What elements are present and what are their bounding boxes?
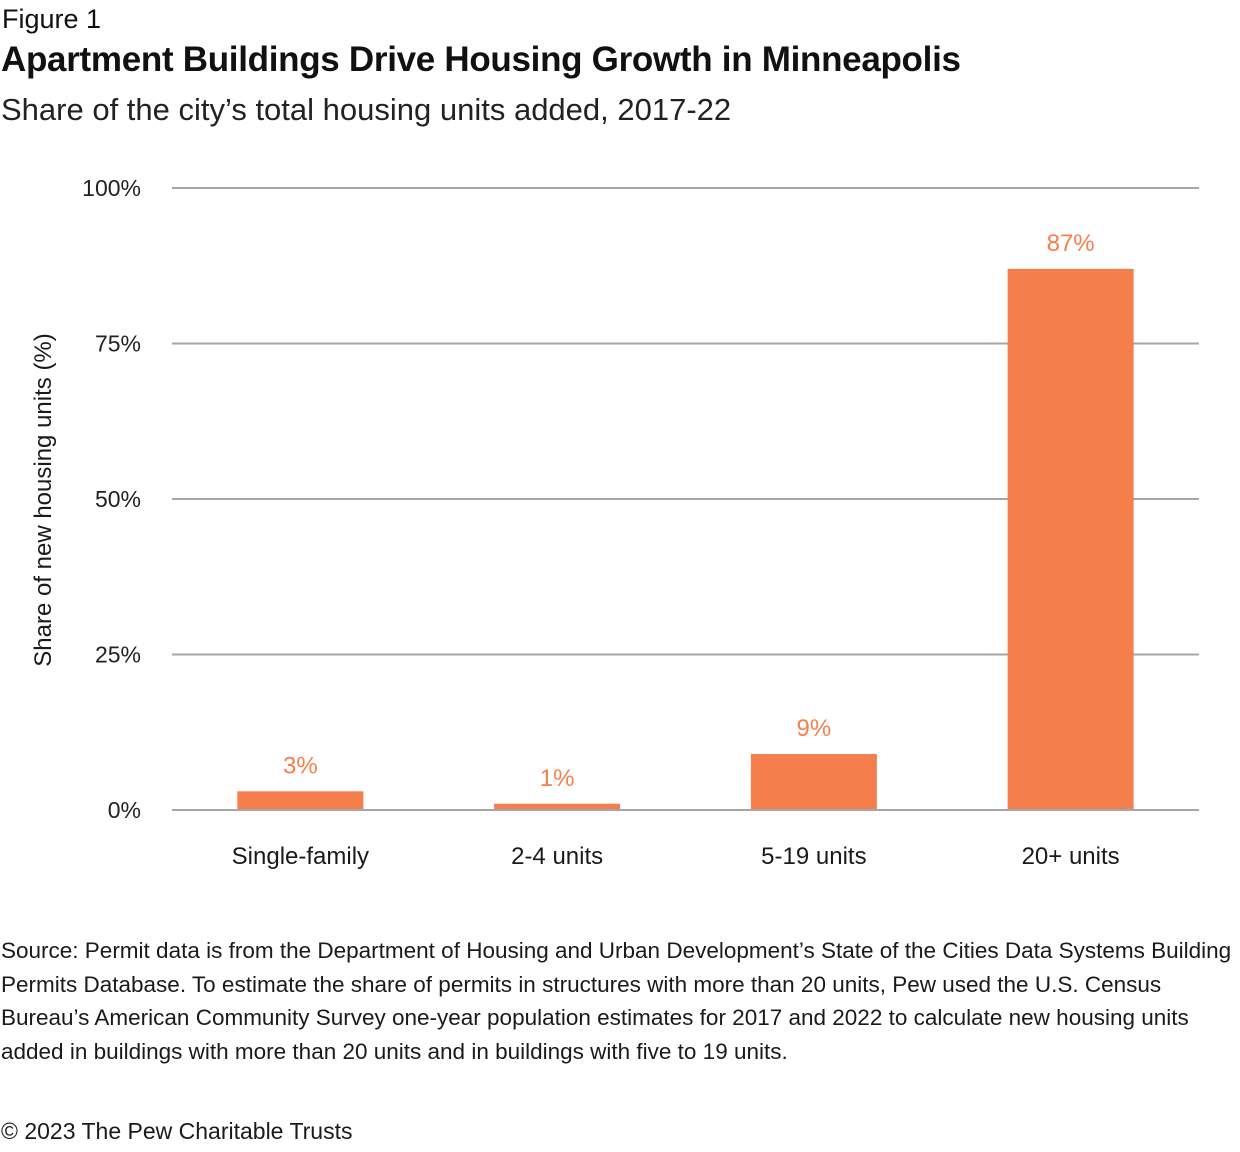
bar bbox=[750, 754, 877, 809]
x-tick-label: Single-family bbox=[232, 843, 369, 870]
data-label: 87% bbox=[1047, 230, 1095, 257]
bar bbox=[494, 803, 621, 809]
data-label: 1% bbox=[540, 765, 575, 792]
figure-label: Figure 1 bbox=[2, 4, 102, 34]
data-labels: 3% 1% 9% 87% bbox=[283, 230, 1095, 792]
y-axis-ticks: 0% 25% 50% 75% 100% bbox=[82, 175, 141, 823]
bar bbox=[1007, 268, 1134, 809]
bar bbox=[237, 791, 364, 809]
y-tick-label: 100% bbox=[82, 175, 141, 201]
x-axis-labels: Single-family 2-4 units 5-19 units 20+ unit… bbox=[232, 843, 1120, 870]
bars bbox=[237, 268, 1134, 809]
y-tick-label: 25% bbox=[95, 642, 141, 668]
x-tick-label: 2-4 units bbox=[511, 843, 603, 870]
copyright: © 2023 The Pew Charitable Trusts bbox=[1, 1118, 353, 1144]
chart-title: Apartment Buildings Drive Housing Growth… bbox=[1, 40, 961, 79]
x-tick-label: 5-19 units bbox=[761, 843, 866, 870]
y-tick-label: 0% bbox=[108, 797, 141, 823]
data-label: 9% bbox=[797, 715, 832, 742]
y-axis-title: Share of new housing units (%) bbox=[30, 333, 57, 667]
y-tick-label: 50% bbox=[95, 486, 141, 512]
x-tick-label: 20+ units bbox=[1022, 843, 1120, 870]
data-label: 3% bbox=[283, 752, 318, 779]
bar-chart: 0% 25% 50% 75% 100% 3% 1% 9% 87% Single-family 2… bbox=[30, 175, 1199, 870]
y-tick-label: 75% bbox=[95, 331, 141, 357]
chart-subtitle: Share of the city’s total housing units … bbox=[1, 92, 732, 127]
source-note: Source: Permit data is from the Departme… bbox=[1, 938, 1232, 1064]
